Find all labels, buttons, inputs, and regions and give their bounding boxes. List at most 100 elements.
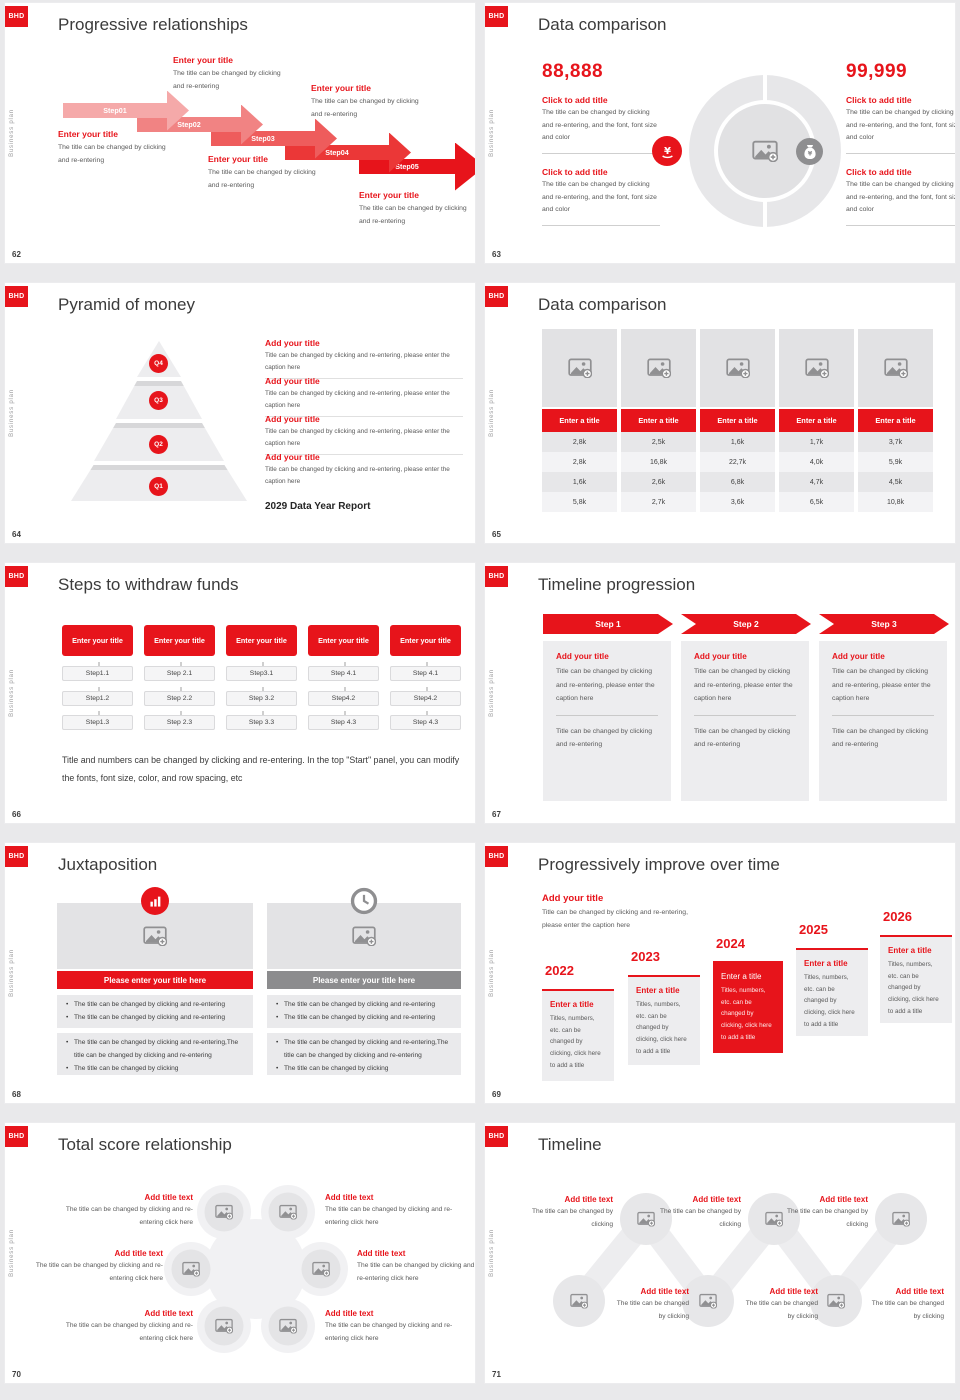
- image-placeholder[interactable]: [779, 329, 854, 407]
- title-button[interactable]: Enter your title: [226, 625, 297, 656]
- slide-66[interactable]: BHD Business plan Steps to withdraw fund…: [4, 562, 476, 824]
- slide-68[interactable]: BHD Business plan Juxtaposition Please e…: [4, 842, 476, 1104]
- text-block: Add title text The title can be changed b…: [63, 1193, 193, 1229]
- text-block: Add your title Title can be changed by cl…: [265, 376, 463, 418]
- column-header: Enter a title: [700, 409, 775, 432]
- column-header: Enter a title: [542, 409, 617, 432]
- slide-62[interactable]: BHD Business plan Progressive relationsh…: [4, 2, 476, 264]
- slide-64[interactable]: BHD Business plan Pyramid of money Q4 Q3…: [4, 282, 476, 544]
- step-panel: Add your title Title can be changed by c…: [543, 641, 671, 801]
- title-button[interactable]: Enter your title: [390, 625, 461, 656]
- brand-logo: BHD: [5, 566, 28, 587]
- slide-number: 64: [12, 530, 21, 539]
- item-body: The title can be changed by clicking: [786, 1208, 868, 1228]
- step-banner: Step 1: [543, 614, 673, 634]
- slide-cell-69: BHD Business plan Progressively improve …: [480, 840, 960, 1120]
- table-column: Enter a title 1,7k 4,0k 4,7k 6,5k: [779, 329, 854, 512]
- title-button[interactable]: Enter your title: [62, 625, 133, 656]
- image-placeholder-icon: [568, 358, 592, 378]
- item-title: Enter your title: [208, 154, 268, 164]
- item-title: Click to add title: [542, 95, 608, 105]
- text-block: Add title text The title can be changed b…: [325, 1193, 460, 1229]
- item-title: Add title text: [144, 1309, 193, 1318]
- image-placeholder[interactable]: [621, 329, 696, 407]
- text-block: Add your title Title can be changed by cl…: [265, 452, 463, 492]
- step-cell: Step 4.1: [308, 662, 379, 681]
- brand-logo: BHD: [5, 846, 28, 867]
- brand-logo: BHD: [5, 286, 28, 307]
- image-placeholder[interactable]: [267, 903, 461, 969]
- item-title: Add your title: [265, 376, 320, 386]
- bullet-text: The title can be changed by clicking and…: [74, 1013, 226, 1021]
- sidebar-vertical-label: Business plan: [489, 109, 495, 157]
- item-body: Title can be changed by clicking and re-…: [265, 352, 450, 371]
- item-body: Title can be changed by clicking and re-…: [265, 390, 450, 409]
- text-block: Enter your title The title can be changed…: [359, 190, 475, 229]
- slide-title: Steps to withdraw funds: [58, 575, 239, 594]
- item-title: Add title text: [895, 1287, 944, 1296]
- slide-cell-70: BHD Business plan Total score relationsh…: [0, 1120, 480, 1400]
- slide-63[interactable]: BHD Business plan Data comparison 88,888…: [484, 2, 956, 264]
- slide-number: 62: [12, 250, 21, 259]
- table-column: Enter a title 2,5k 16,8k 2,6k 2,7k: [621, 329, 696, 512]
- image-placeholder[interactable]: [542, 329, 617, 407]
- item-body: The title can be changed by clicking and…: [357, 1262, 475, 1282]
- item-body: The title can be changed by clicking and…: [208, 169, 316, 189]
- slide-69[interactable]: BHD Business plan Progressively improve …: [484, 842, 956, 1104]
- card-title: Enter a title: [721, 972, 762, 981]
- bullet-box: • The title can be changed by clicking an…: [57, 995, 253, 1028]
- sidebar-vertical-label: Business plan: [9, 669, 15, 717]
- step-panel: Add your title Title can be changed by c…: [819, 641, 947, 801]
- process-arrow-step01: Step01: [63, 90, 189, 131]
- image-placeholder[interactable]: [700, 329, 775, 407]
- report-footer: 2029 Data Year Report: [265, 501, 371, 512]
- slide-cell-64: BHD Business plan Pyramid of money Q4 Q3…: [0, 280, 480, 560]
- year-card: Enter a title Titles, numbers, etc. can …: [628, 975, 700, 1065]
- item-title: Add title text: [640, 1287, 689, 1296]
- item-title: Add your title: [265, 414, 320, 424]
- slide-cell-63: BHD Business plan Data comparison 88,888…: [480, 0, 960, 280]
- item-body: Title can be changed by clicking and re-…: [556, 668, 655, 703]
- slide-65[interactable]: BHD Business plan Data comparison Enter …: [484, 282, 956, 544]
- image-placeholder-icon: [143, 926, 167, 946]
- step-cell: Step 2.1: [144, 662, 215, 681]
- title-button[interactable]: Enter your title: [144, 625, 215, 656]
- yen-coin-icon: [659, 143, 676, 160]
- bullet-icon: •: [276, 1001, 279, 1008]
- slide-71[interactable]: BHD Business plan Timeline: [484, 1122, 956, 1384]
- card-body: Titles, numbers, etc. can be changed by …: [550, 1015, 601, 1069]
- process-arrow-step02: Step02: [137, 104, 263, 145]
- bullet-text: The title can be changed by clicking: [284, 1064, 389, 1072]
- year-label: 2024: [716, 936, 745, 951]
- sidebar-vertical-label: Business plan: [489, 949, 495, 997]
- step-banner: Step 2: [681, 614, 811, 634]
- step-label: Step04: [325, 148, 349, 157]
- divider: [694, 714, 796, 716]
- slide-title: Timeline: [538, 1135, 602, 1154]
- image-placeholder-icon: [352, 926, 376, 946]
- card-title: Enter a title: [804, 959, 848, 968]
- item-title: Add title text: [564, 1195, 613, 1204]
- ring-divider: [763, 75, 767, 102]
- text-block: Add title text The title can be changed b…: [738, 1287, 818, 1323]
- bullet-icon: •: [276, 1064, 279, 1072]
- item-title: Add title text: [692, 1195, 741, 1204]
- slide-70[interactable]: BHD Business plan Total score relationsh…: [4, 1122, 476, 1384]
- image-placeholder[interactable]: [858, 329, 933, 407]
- item-title: Add title text: [819, 1195, 868, 1204]
- item-title: Enter your title: [359, 190, 419, 200]
- bullet-item: • The title can be changed by clicking an…: [276, 1012, 452, 1025]
- text-block: Click to add title The title can be chang…: [846, 167, 955, 226]
- card-title: Enter a title: [636, 986, 680, 995]
- slide-67[interactable]: BHD Business plan Timeline progression S…: [484, 562, 956, 824]
- step-cell: Step 3.3: [226, 711, 297, 730]
- slide-number: 68: [12, 1090, 21, 1099]
- level-badge: Q4: [149, 354, 168, 373]
- slide-number: 70: [12, 1370, 21, 1379]
- slide-cell-71: BHD Business plan Timeline: [480, 1120, 960, 1400]
- arrow-head-icon: [455, 142, 475, 191]
- sidebar-vertical-label: Business plan: [9, 109, 15, 157]
- title-button[interactable]: Enter your title: [308, 625, 379, 656]
- slide-number: 71: [492, 1370, 501, 1379]
- sidebar-vertical-label: Business plan: [9, 389, 15, 437]
